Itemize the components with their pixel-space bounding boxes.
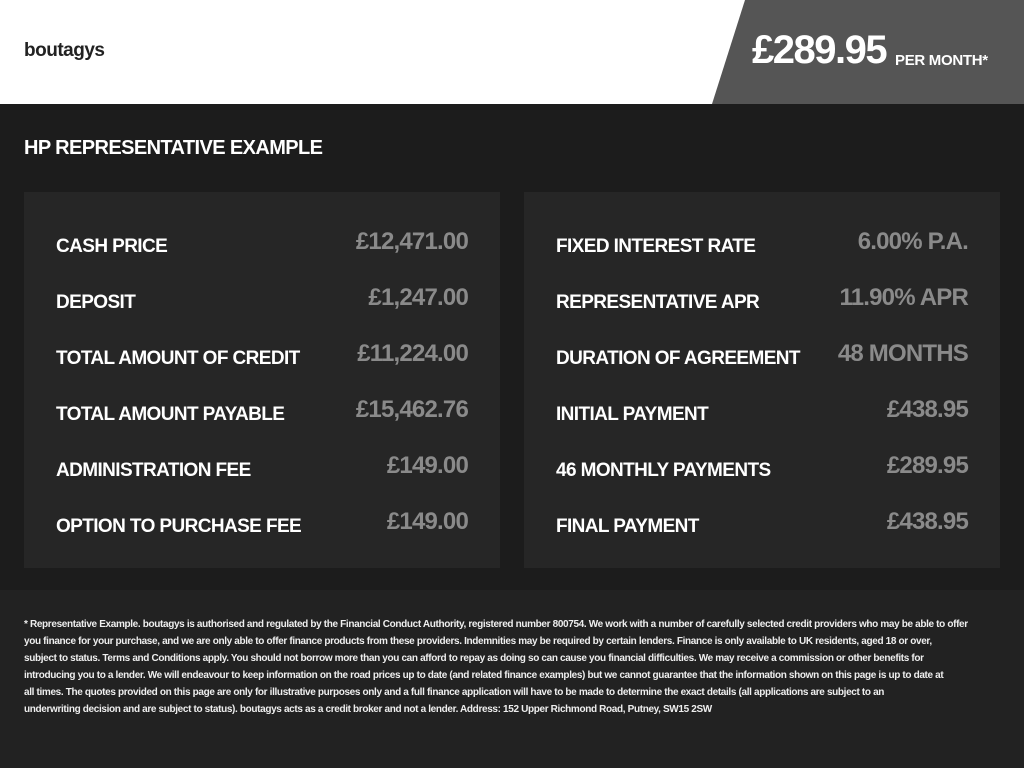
- finance-value: £1,247.00: [368, 284, 468, 311]
- finance-label: TOTAL AMOUNT PAYABLE: [56, 404, 285, 425]
- disclaimer-line: subject to status. Terms and Conditions …: [24, 653, 924, 664]
- finance-value: £15,462.76: [355, 396, 469, 423]
- finance-row: DEPOSIT £1,247.00: [56, 284, 469, 314]
- brand-name: boutagys: [24, 40, 105, 61]
- disclaimer-line: all times. The quotes provided on this p…: [24, 687, 885, 698]
- finance-row: REPRESENTATIVE APR 11.90% APR: [556, 284, 969, 314]
- finance-label: TOTAL AMOUNT OF CREDIT: [56, 348, 300, 369]
- finance-label: ADMINISTRATION FEE: [56, 460, 251, 481]
- disclaimer-line: introducing you to a lender. We will end…: [24, 670, 944, 681]
- finance-value: £12,471.00: [355, 228, 469, 255]
- finance-row: TOTAL AMOUNT OF CREDIT £11,224.00: [56, 340, 469, 370]
- finance-row: 46 MONTHLY PAYMENTS £289.95: [556, 452, 969, 482]
- finance-row: FIXED INTEREST RATE 6.00% P.A.: [556, 228, 969, 258]
- finance-label: FINAL PAYMENT: [556, 516, 699, 537]
- finance-value: £149.00: [386, 452, 469, 479]
- price-banner: [712, 0, 1024, 104]
- finance-value: 11.90% APR: [839, 284, 968, 311]
- finance-value: 48 MONTHS: [837, 340, 969, 367]
- finance-row: FINAL PAYMENT £438.95: [556, 508, 969, 538]
- section-title: HP REPRESENTATIVE EXAMPLE: [24, 137, 323, 159]
- finance-value: £149.00: [386, 508, 469, 535]
- finance-row: INITIAL PAYMENT £438.95: [556, 396, 969, 426]
- finance-label: DEPOSIT: [56, 292, 136, 313]
- finance-value: £11,224.00: [357, 340, 469, 367]
- disclaimer-line: * Representative Example. boutagys is au…: [24, 619, 968, 630]
- footer: [0, 590, 1024, 768]
- disclaimer-line: you finance for your purchase, and we ar…: [24, 636, 932, 647]
- finance-row: TOTAL AMOUNT PAYABLE £15,462.76: [56, 396, 469, 426]
- finance-panel-right: FIXED INTEREST RATE 6.00% P.A. REPRESENTAT…: [524, 192, 1000, 568]
- finance-label: FIXED INTEREST RATE: [556, 236, 756, 257]
- finance-row: OPTION TO PURCHASE FEE £149.00: [56, 508, 469, 538]
- disclaimer: * Representative Example. boutagys is au…: [24, 616, 968, 718]
- finance-label: CASH PRICE: [56, 236, 168, 257]
- finance-value: £438.95: [886, 396, 969, 423]
- finance-value: £438.95: [886, 508, 969, 535]
- finance-label: OPTION TO PURCHASE FEE: [56, 516, 302, 537]
- finance-label: INITIAL PAYMENT: [556, 404, 709, 425]
- finance-panel-left: CASH PRICE £12,471.00 DEPOSIT £1,247.00 TOTA…: [24, 192, 500, 568]
- finance-row: DURATION OF AGREEMENT 48 MONTHS: [556, 340, 969, 370]
- per-month-label: PER MONTH*: [895, 52, 988, 69]
- monthly-price: £289.95: [752, 28, 888, 72]
- disclaimer-line: underwriting decision and are subject to…: [24, 704, 712, 715]
- finance-label: DURATION OF AGREEMENT: [556, 348, 801, 369]
- finance-value: 6.00% P.A.: [857, 228, 969, 255]
- finance-label: 46 MONTHLY PAYMENTS: [556, 460, 771, 481]
- finance-value: £289.95: [886, 452, 969, 479]
- finance-row: ADMINISTRATION FEE £149.00: [56, 452, 469, 482]
- finance-row: CASH PRICE £12,471.00: [56, 228, 469, 258]
- finance-label: REPRESENTATIVE APR: [556, 292, 760, 313]
